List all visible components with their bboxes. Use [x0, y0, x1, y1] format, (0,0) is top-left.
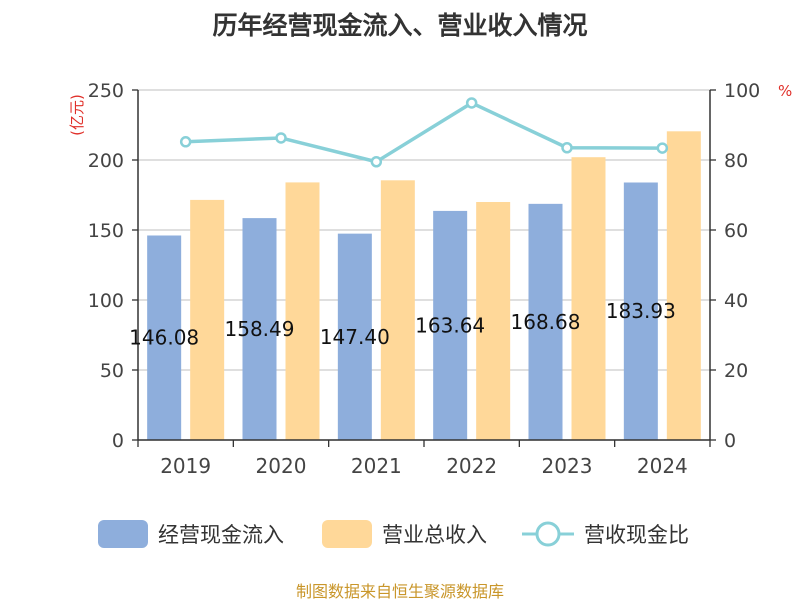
bar-经营现金流入	[147, 235, 182, 440]
bar-营业总收入	[476, 202, 511, 440]
ratio-point	[370, 156, 383, 168]
ratio-point	[656, 142, 669, 154]
chart-title: 历年经营现金流入、营业收入情况	[212, 11, 588, 40]
bar-经营现金流入	[337, 233, 372, 440]
x-tick-label: 2019	[160, 454, 211, 478]
ratio-point	[465, 97, 478, 109]
data-label: 183.93	[606, 299, 676, 323]
left-tick-label: 0	[112, 430, 124, 452]
right-tick-label: 60	[724, 220, 748, 242]
bar-营业总收入	[190, 199, 225, 440]
bar-营业总收入	[666, 131, 701, 441]
left-axis-unit: (亿元)	[68, 94, 86, 136]
bars	[147, 131, 701, 441]
left-tick-label: 100	[88, 290, 124, 312]
ratio-line-path	[185, 101, 663, 164]
axes: 0 50 100 150 200 250 0 20 40 60 80 100 2019 2020 2021 2…	[88, 80, 761, 478]
left-tick-label: 250	[88, 80, 124, 102]
data-label: 146.08	[129, 326, 199, 350]
data-label: 163.64	[415, 313, 485, 337]
left-tick-label: 50	[100, 360, 124, 382]
bar-经营现金流入	[433, 210, 468, 440]
ratio-line	[179, 97, 669, 168]
right-tick-label: 40	[724, 290, 748, 312]
right-axis-unit: %	[778, 82, 792, 100]
x-tick-label: 2022	[446, 454, 497, 478]
legend-label: 营业总收入	[382, 523, 487, 547]
right-tick-label: 100	[724, 80, 760, 102]
legend-swatch-营业总收入	[322, 520, 372, 548]
legend: 经营现金流入 营业总收入 营收现金比	[98, 520, 689, 548]
legend-label: 经营现金流入	[158, 523, 284, 547]
left-tick-label: 200	[88, 150, 124, 172]
bar-经营现金流入	[242, 218, 277, 440]
legend-swatch-经营现金流入	[98, 520, 148, 548]
left-tick-label: 150	[88, 220, 124, 242]
data-label: 147.40	[320, 325, 390, 349]
legend-marker	[535, 521, 561, 547]
right-tick-label: 20	[724, 360, 748, 382]
bar-经营现金流入	[623, 182, 658, 441]
right-tick-label: 80	[724, 150, 748, 172]
data-label: 168.68	[511, 310, 581, 334]
bar-营业总收入	[285, 182, 320, 440]
bar-营业总收入	[380, 180, 415, 441]
ratio-point	[179, 136, 192, 148]
legend-label: 营收现金比	[584, 523, 689, 547]
source-note: 制图数据来自恒生聚源数据库	[295, 582, 504, 601]
x-tick-label: 2021	[351, 454, 402, 478]
ratio-point	[275, 132, 287, 144]
x-tick-label: 2020	[256, 454, 307, 478]
bar-营业总收入	[571, 157, 606, 440]
right-tick-label: 0	[724, 430, 736, 452]
ratio-point	[561, 142, 573, 154]
data-label: 158.49	[225, 317, 295, 341]
x-tick-label: 2024	[637, 454, 688, 478]
data-labels: 146.08 158.49 147.40 163.64 168.68 183.93	[129, 299, 676, 349]
bar-经营现金流入	[528, 203, 563, 440]
x-tick-label: 2023	[542, 454, 593, 478]
